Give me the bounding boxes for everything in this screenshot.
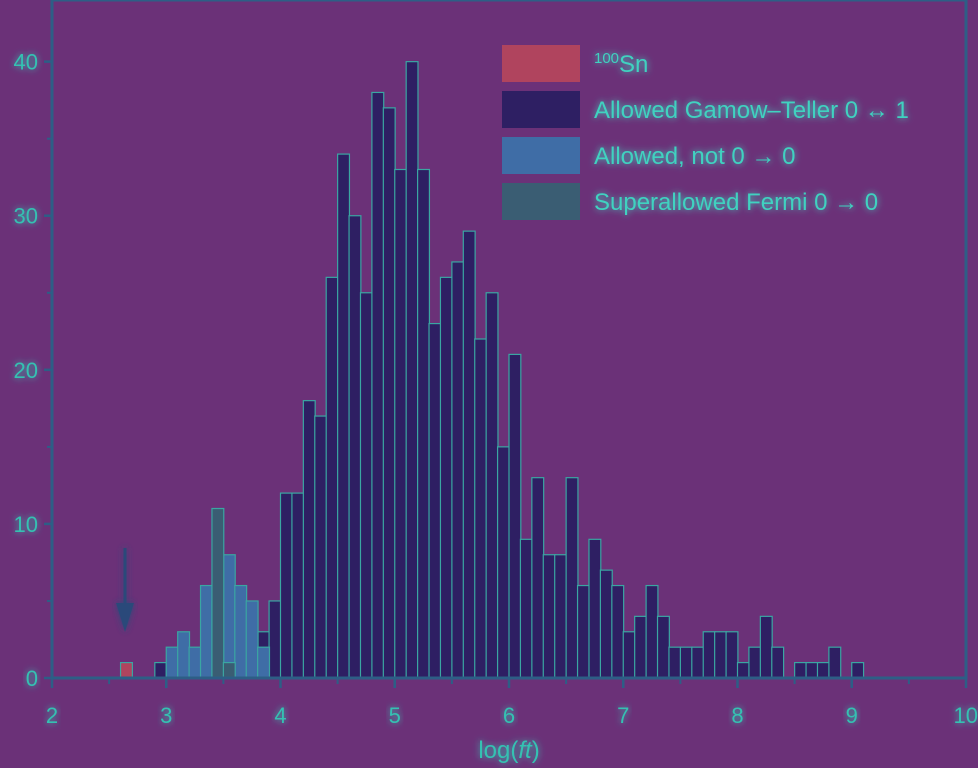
x-axis-title: log(ft) — [478, 737, 539, 764]
bar-an — [165, 646, 179, 679]
bar-gt — [348, 215, 362, 679]
y-tick-label: 0 — [26, 666, 38, 691]
bar-gt — [462, 230, 476, 679]
bar-gt — [656, 615, 670, 679]
bar-gt — [599, 569, 613, 679]
bar-gt — [794, 661, 808, 679]
bar-gt — [679, 646, 693, 679]
x-tick-label: 2 — [46, 703, 58, 728]
bar-gt — [611, 584, 625, 679]
bar-gt — [337, 153, 351, 679]
bar-gt — [154, 661, 168, 679]
bar-gt — [554, 554, 568, 679]
bar-gt — [588, 538, 602, 679]
bar-gt — [748, 646, 762, 679]
y-tick-label: 30 — [14, 204, 38, 229]
bar-gt — [531, 477, 545, 679]
bar-gt — [496, 446, 510, 679]
legend: 100Sn Allowed Gamow–Teller 0 ↔ 1 Allowed, … — [502, 45, 909, 220]
bar-gt — [325, 276, 339, 679]
bar-an — [222, 554, 236, 679]
x-tick-label: 3 — [160, 703, 172, 728]
x-tick-label: 8 — [731, 703, 743, 728]
bar-gt — [439, 276, 453, 679]
bar-gt — [771, 646, 785, 679]
annotation-arrow — [116, 548, 134, 632]
bar-gt — [451, 261, 465, 679]
bar-gt — [805, 661, 819, 679]
bar-gt — [302, 400, 316, 679]
x-tick-label: 5 — [389, 703, 401, 728]
bar-gt — [714, 631, 728, 679]
bar-gt — [702, 631, 716, 679]
bar-gt — [359, 292, 373, 679]
bar-gt — [576, 584, 590, 679]
bar-gt — [474, 338, 488, 679]
bar-gt — [565, 477, 579, 679]
bar-gt — [268, 600, 282, 679]
legend-swatch-gt — [502, 91, 580, 128]
bar-gt — [428, 322, 442, 679]
bar-an — [188, 646, 202, 679]
bar-gt — [542, 554, 556, 679]
legend-label-gt: Allowed Gamow–Teller 0 ↔ 1 — [594, 97, 909, 124]
bar-gt — [279, 492, 293, 679]
y-tick-label: 20 — [14, 358, 38, 383]
bar-gt — [394, 168, 408, 679]
x-tick-label: 4 — [274, 703, 286, 728]
bar-an — [199, 584, 213, 679]
x-tick-label: 6 — [503, 703, 515, 728]
y-tick-label: 40 — [14, 50, 38, 75]
bar-an — [234, 584, 248, 679]
legend-swatch-sf — [502, 183, 580, 220]
bar-gt — [851, 661, 865, 679]
bar-gt — [759, 615, 773, 679]
bar-an — [245, 600, 259, 679]
bar-an — [177, 631, 191, 679]
bar-gt — [691, 646, 705, 679]
bar-gt — [291, 492, 305, 679]
bar-gt — [622, 631, 636, 679]
bar-sf — [211, 507, 225, 679]
bar-gt — [508, 353, 522, 679]
histogram-bars — [119, 61, 865, 679]
bar-gt — [634, 615, 648, 679]
bar-gt — [405, 61, 419, 679]
bar-gt — [828, 646, 842, 679]
x-tick-label: 7 — [617, 703, 629, 728]
bar-gt — [725, 631, 739, 679]
legend-swatch-an — [502, 137, 580, 174]
bar-an — [257, 646, 271, 679]
legend-swatch-sn100 — [502, 45, 580, 82]
bar-gt — [668, 646, 682, 679]
bar-sn100 — [119, 661, 133, 679]
bar-gt — [417, 168, 431, 679]
legend-label-sf: Superallowed Fermi 0 → 0 — [594, 189, 878, 216]
bar-gt — [519, 538, 533, 679]
bar-sf — [222, 661, 236, 679]
bar-gt — [816, 661, 830, 679]
legend-label-an: Allowed, not 0 → 0 — [594, 143, 795, 170]
legend-label-sn100: 100Sn — [594, 50, 648, 78]
bar-gt — [314, 415, 328, 679]
bar-gt — [736, 661, 750, 679]
legend-superscript: 100 — [594, 50, 619, 67]
bar-gt — [645, 584, 659, 679]
legend-text: Sn — [619, 51, 648, 78]
y-tick-label: 10 — [14, 512, 38, 537]
x-tick-label: 9 — [846, 703, 858, 728]
x-tick-label: 10 — [954, 703, 978, 728]
bar-gt — [485, 292, 499, 679]
bar-gt — [371, 91, 385, 679]
bar-gt — [382, 107, 396, 679]
